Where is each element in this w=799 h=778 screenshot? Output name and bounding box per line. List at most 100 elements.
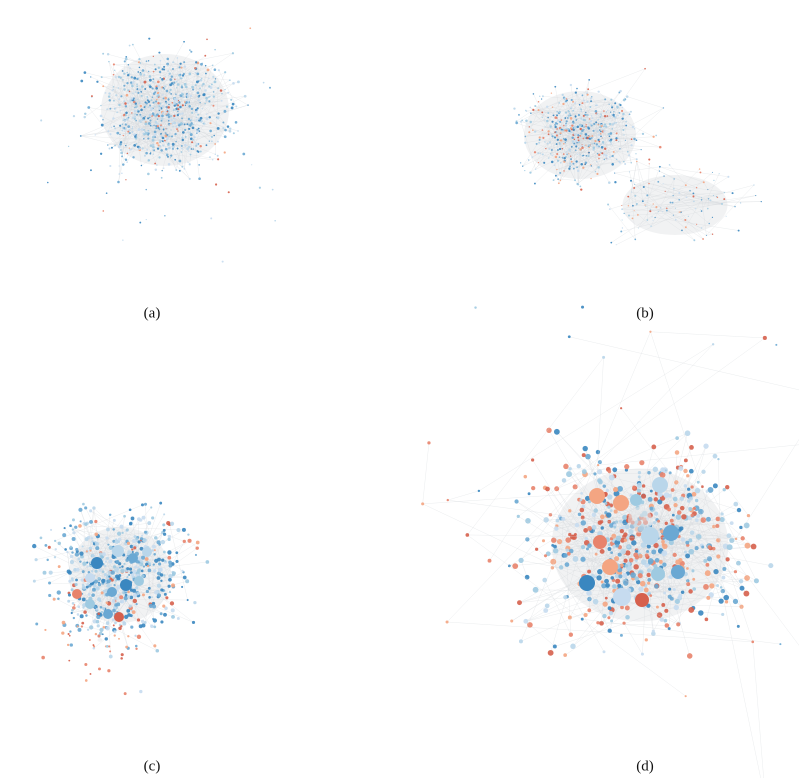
node: [541, 129, 544, 131]
node: [613, 111, 615, 113]
node: [146, 564, 150, 568]
hub-node: [652, 477, 668, 493]
node: [164, 139, 166, 142]
node: [620, 548, 627, 555]
node: [147, 117, 150, 120]
node: [251, 164, 253, 166]
edge: [680, 195, 756, 213]
edge: [108, 75, 129, 132]
node: [72, 531, 76, 535]
node: [183, 123, 186, 126]
node: [112, 117, 115, 120]
node: [633, 137, 636, 141]
node: [427, 441, 431, 445]
node: [563, 156, 566, 160]
node: [543, 517, 549, 523]
node: [189, 133, 193, 137]
node: [707, 486, 714, 493]
node: [66, 643, 70, 647]
node: [163, 592, 167, 596]
node: [158, 70, 162, 74]
node: [634, 576, 639, 581]
node: [576, 142, 578, 144]
node: [171, 147, 174, 150]
node: [684, 226, 687, 229]
edge: [102, 77, 121, 120]
node: [176, 57, 179, 59]
node: [584, 161, 588, 164]
node: [662, 211, 664, 213]
node: [107, 669, 111, 673]
node: [587, 596, 592, 602]
edge: [527, 539, 605, 617]
node: [131, 550, 134, 554]
node: [732, 598, 739, 605]
node: [598, 153, 601, 157]
node: [692, 506, 696, 510]
node: [628, 113, 631, 116]
edge: [628, 196, 702, 229]
node: [707, 189, 709, 191]
edge: [554, 590, 723, 647]
node: [587, 500, 592, 504]
node: [157, 144, 160, 147]
node: [144, 116, 146, 118]
node: [528, 159, 530, 161]
node: [167, 534, 172, 539]
node: [123, 100, 126, 103]
node: [579, 148, 582, 151]
node: [140, 619, 145, 624]
node: [591, 96, 593, 98]
node: [160, 176, 163, 179]
edge: [573, 164, 582, 169]
node: [539, 95, 541, 97]
node: [243, 94, 247, 98]
node: [122, 134, 125, 137]
node: [602, 153, 606, 156]
node: [625, 124, 628, 127]
edge: [659, 166, 704, 183]
node: [198, 164, 201, 166]
node: [78, 507, 83, 512]
node: [164, 606, 168, 611]
node: [158, 105, 161, 108]
node: [139, 689, 143, 694]
node: [147, 568, 152, 573]
node: [258, 186, 261, 189]
edge: [558, 178, 576, 181]
node: [118, 98, 121, 101]
edge: [549, 136, 586, 150]
node: [71, 518, 75, 522]
node: [558, 110, 561, 114]
edge: [520, 610, 590, 642]
node: [167, 537, 171, 541]
edge: [542, 117, 578, 185]
node: [202, 122, 205, 125]
node: [614, 102, 617, 105]
node: [739, 585, 745, 591]
node: [217, 69, 220, 72]
node: [123, 692, 127, 696]
node: [575, 145, 578, 148]
node: [89, 509, 93, 513]
node: [154, 91, 157, 94]
node: [111, 599, 116, 603]
edge: [565, 538, 737, 656]
node: [195, 142, 199, 146]
node: [152, 101, 155, 104]
edge: [621, 186, 644, 206]
node: [213, 68, 217, 71]
node: [632, 204, 634, 207]
edge: [559, 516, 623, 608]
node: [84, 679, 88, 682]
node: [158, 51, 161, 54]
node: [597, 478, 602, 483]
node: [152, 604, 157, 609]
node: [740, 202, 742, 204]
node: [662, 107, 665, 109]
node: [137, 76, 140, 79]
node: [231, 102, 235, 106]
node: [693, 239, 696, 242]
node: [524, 574, 530, 580]
edge: [648, 183, 709, 199]
